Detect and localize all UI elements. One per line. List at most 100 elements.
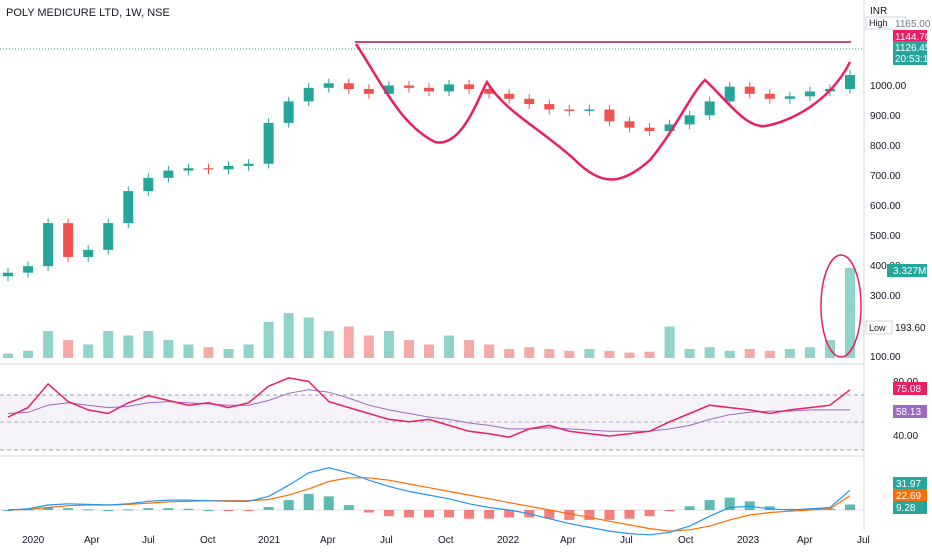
candle-body: [343, 83, 354, 89]
macd-histogram-bar: [243, 510, 254, 511]
macd-histogram-bar: [504, 510, 515, 518]
time-tick: Oct: [200, 535, 216, 546]
macd-histogram-bar: [343, 505, 354, 510]
currency-label: INR: [870, 6, 887, 17]
candle-body: [544, 104, 555, 110]
macd-histogram-bar: [544, 510, 555, 519]
volume-bar: [644, 351, 655, 358]
volume-bar: [584, 349, 595, 358]
candle-body: [263, 122, 274, 164]
volume-bar: [704, 347, 715, 358]
volume-bar: [203, 347, 214, 358]
macd-histogram-bar: [163, 508, 174, 510]
time-tick: 2023: [737, 535, 760, 546]
candle-body: [584, 109, 595, 111]
macd-histogram-bar: [724, 497, 735, 510]
high-badge: High 1165.00: [865, 16, 931, 30]
countdown-value: 20:53:19: [895, 54, 932, 65]
close-price-value: 1126.45: [895, 43, 931, 54]
macd-histogram-bar: [103, 510, 114, 511]
candle-body: [744, 86, 755, 94]
volume-tag: [887, 264, 927, 277]
time-tick: Apr: [797, 535, 813, 546]
candle-body: [83, 249, 94, 257]
volume-spike-highlight: [820, 254, 862, 358]
volume-bar: [724, 350, 735, 358]
candle-body: [283, 101, 294, 123]
time-tick: Jul: [857, 535, 870, 546]
volume-bar: [664, 326, 675, 358]
macd-histogram-bar: [323, 496, 334, 510]
volume-bar: [3, 353, 13, 358]
hist-value-tag: [893, 501, 927, 514]
candle-body: [203, 168, 214, 170]
volume-bar: [383, 331, 394, 358]
macd-histogram-bar: [383, 510, 394, 517]
last-price-value: 1144.70: [895, 32, 931, 43]
candle-body: [684, 115, 695, 125]
chart-title: POLY MEDICURE LTD, 1W, NSE: [6, 7, 170, 19]
price-tick: 600.00: [870, 201, 901, 212]
price-tick: 800.00: [870, 141, 901, 152]
rsi-value: 75.08: [896, 384, 921, 395]
macd-histogram-bar: [564, 510, 575, 520]
volume-bar: [524, 347, 535, 358]
price-tick: 300.00: [870, 291, 901, 302]
volume-bar: [43, 331, 54, 358]
low-badge-bg: [865, 320, 893, 335]
rsi-value-tag: [893, 382, 927, 395]
candle-body: [383, 85, 394, 94]
cup-handle-pattern: [354, 43, 852, 181]
volume-bar: [243, 344, 254, 358]
macd-histogram-bar: [123, 509, 134, 511]
macd-histogram-bar: [403, 510, 414, 518]
time-tick: Oct: [438, 535, 454, 546]
candle-body: [3, 272, 13, 277]
macd-histogram-bar: [203, 510, 214, 511]
price-tick: 900.00: [870, 111, 901, 122]
rsi-ma-line: [7, 389, 850, 432]
volume-bar: [403, 340, 414, 358]
candle-body: [764, 93, 775, 99]
volume-bar: [123, 335, 134, 358]
low-label: Low: [869, 323, 886, 333]
macd-histogram-bar: [83, 509, 94, 511]
candle-body: [724, 86, 735, 102]
macd-histogram-bar: [263, 506, 274, 510]
price-tick: 400.00: [870, 261, 901, 272]
macd-histogram-bar: [684, 506, 695, 510]
volume-bar: [564, 350, 575, 358]
macd-histogram-bar: [584, 510, 595, 520]
macd-histogram-bar: [464, 510, 475, 519]
volume-bar: [83, 344, 94, 358]
candle-body: [63, 223, 74, 257]
rsi-tick: 40.00: [893, 431, 918, 442]
candle-body: [163, 170, 174, 178]
high-badge-bg: [865, 16, 907, 30]
time-tick: 2021: [258, 535, 281, 546]
candle-body: [804, 91, 815, 97]
macd-histogram-bar: [283, 500, 294, 510]
candle-body: [424, 87, 434, 92]
time-tick: 2020: [22, 535, 45, 546]
rsi-line: [7, 377, 851, 438]
macd-histogram-bar: [363, 510, 374, 513]
candle-body: [524, 98, 535, 105]
volume-bar: [103, 331, 114, 358]
volume-bar: [23, 350, 34, 358]
low-badge: Low 193.60: [865, 320, 926, 335]
macd-histogram-bar: [484, 510, 495, 519]
macd-histogram-bar: [784, 508, 795, 510]
volume-bar: [444, 335, 455, 358]
candle-body: [564, 109, 575, 111]
volume-bar: [183, 344, 194, 358]
candle-body: [143, 177, 154, 192]
candle-body: [403, 85, 414, 88]
signal-line: [7, 477, 851, 532]
last-price-tag: [893, 30, 927, 43]
macd-histogram-bar: [704, 500, 715, 510]
macd-histogram-bar: [444, 510, 455, 518]
volume-bar: [784, 349, 795, 358]
